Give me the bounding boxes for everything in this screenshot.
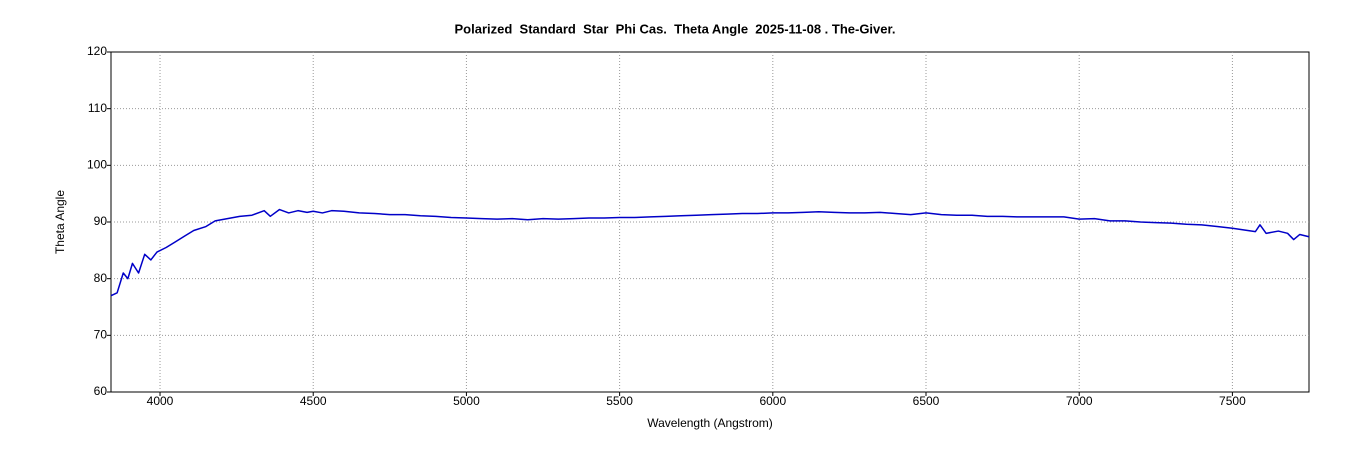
chart-title: Polarized Standard Star Phi Cas. Theta A… bbox=[455, 21, 896, 36]
y-axis-label: Theta Angle bbox=[53, 190, 67, 254]
y-tick-label: 120 bbox=[87, 44, 107, 58]
x-tick-label: 6500 bbox=[913, 394, 940, 408]
y-tick-label: 90 bbox=[94, 214, 108, 228]
x-axis-label: Wavelength (Angstrom) bbox=[647, 416, 773, 430]
x-tick-label: 4500 bbox=[300, 394, 327, 408]
x-tick-label: 4000 bbox=[147, 394, 174, 408]
y-tick-label: 80 bbox=[94, 271, 108, 285]
x-tick-label: 5500 bbox=[606, 394, 633, 408]
y-tick-label: 100 bbox=[87, 158, 107, 172]
x-tick-label: 6000 bbox=[759, 394, 786, 408]
y-tick-label: 110 bbox=[88, 101, 107, 115]
y-tick-label: 70 bbox=[94, 328, 108, 342]
x-tick-label: 7000 bbox=[1066, 394, 1093, 408]
x-tick-label: 5000 bbox=[453, 394, 480, 408]
x-tick-label: 7500 bbox=[1219, 394, 1246, 408]
data-line bbox=[110, 208, 1310, 297]
plot-frame bbox=[110, 51, 1310, 393]
y-tick-label: 60 bbox=[94, 384, 108, 398]
